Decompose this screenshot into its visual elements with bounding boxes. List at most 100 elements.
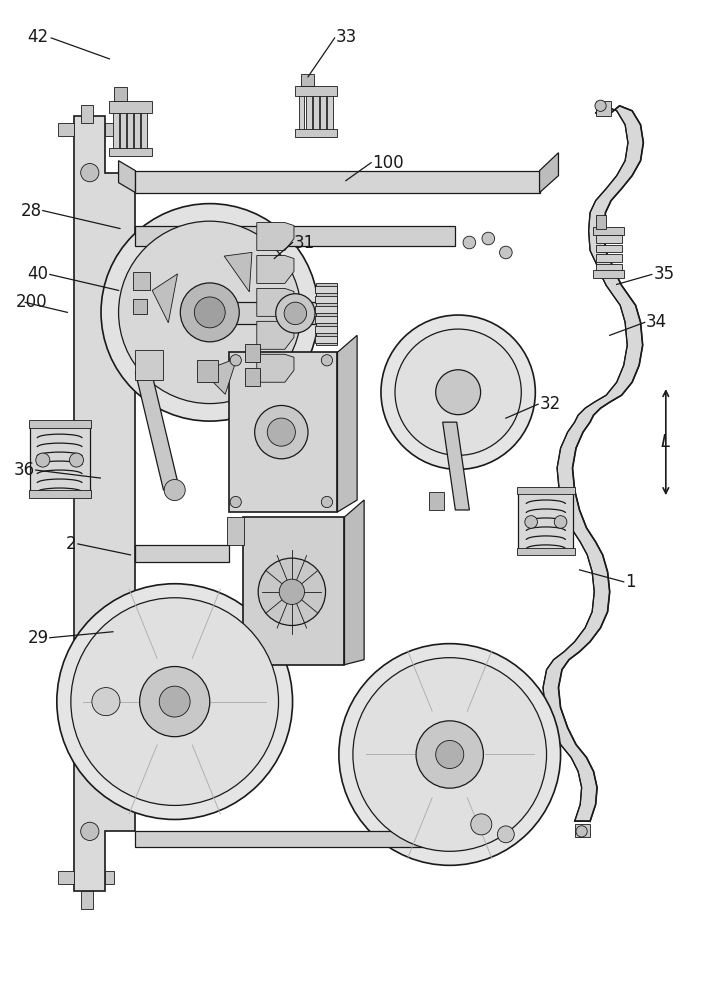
Polygon shape: [224, 252, 252, 292]
Bar: [136, 350, 164, 380]
Circle shape: [284, 302, 307, 325]
Bar: [197, 360, 218, 382]
Text: 33: 33: [336, 28, 357, 46]
Circle shape: [381, 315, 535, 469]
Polygon shape: [82, 105, 93, 123]
Bar: [226, 517, 244, 545]
Circle shape: [321, 355, 333, 366]
Bar: [295, 86, 337, 96]
Circle shape: [36, 453, 50, 467]
Bar: [595, 235, 622, 243]
Bar: [517, 548, 574, 555]
Bar: [133, 299, 147, 314]
Text: 29: 29: [27, 629, 49, 647]
Circle shape: [267, 418, 295, 446]
Bar: [115, 87, 127, 101]
Bar: [595, 245, 622, 252]
Circle shape: [416, 721, 484, 788]
Circle shape: [321, 496, 333, 508]
Text: 200: 200: [16, 293, 48, 311]
Bar: [29, 420, 91, 428]
Circle shape: [101, 204, 318, 421]
Bar: [315, 326, 337, 333]
Bar: [110, 148, 152, 156]
Bar: [595, 264, 622, 272]
Circle shape: [525, 516, 537, 528]
Bar: [245, 368, 260, 386]
Polygon shape: [543, 106, 643, 821]
Polygon shape: [82, 891, 93, 909]
Circle shape: [482, 232, 495, 245]
Circle shape: [81, 822, 99, 840]
Text: 40: 40: [27, 265, 49, 283]
Polygon shape: [344, 500, 364, 665]
Polygon shape: [202, 358, 237, 394]
Text: 31: 31: [294, 234, 315, 252]
Polygon shape: [136, 545, 228, 562]
Bar: [127, 111, 133, 153]
Bar: [133, 272, 150, 290]
Polygon shape: [337, 335, 357, 512]
Bar: [595, 215, 606, 229]
Polygon shape: [136, 226, 456, 246]
Bar: [429, 492, 444, 510]
Polygon shape: [152, 274, 178, 323]
Polygon shape: [257, 354, 294, 382]
Circle shape: [180, 283, 239, 342]
Circle shape: [140, 667, 209, 737]
Circle shape: [71, 598, 278, 805]
Circle shape: [230, 355, 241, 366]
Polygon shape: [595, 101, 611, 116]
Polygon shape: [257, 321, 294, 349]
Text: 28: 28: [20, 202, 41, 220]
Circle shape: [595, 100, 606, 111]
Text: 1: 1: [625, 573, 636, 591]
Bar: [228, 352, 337, 512]
Circle shape: [258, 558, 325, 625]
Bar: [120, 111, 126, 153]
Text: L: L: [660, 433, 670, 451]
Circle shape: [276, 294, 315, 333]
Circle shape: [165, 479, 185, 501]
Bar: [517, 487, 574, 494]
Circle shape: [70, 453, 84, 467]
Bar: [113, 111, 119, 153]
Circle shape: [500, 246, 512, 259]
Polygon shape: [136, 831, 450, 847]
Bar: [141, 111, 147, 153]
Circle shape: [471, 814, 492, 835]
Bar: [315, 306, 337, 313]
Bar: [245, 344, 260, 362]
Bar: [315, 296, 337, 303]
Text: 34: 34: [646, 313, 667, 331]
Circle shape: [436, 740, 464, 769]
Polygon shape: [119, 161, 136, 193]
Bar: [593, 270, 624, 278]
Polygon shape: [58, 123, 75, 136]
Bar: [306, 95, 311, 133]
Circle shape: [395, 329, 522, 455]
Bar: [327, 95, 333, 133]
Text: 36: 36: [13, 461, 34, 479]
Bar: [320, 95, 325, 133]
Text: 100: 100: [373, 154, 404, 172]
Bar: [595, 254, 622, 262]
Circle shape: [279, 579, 304, 604]
Circle shape: [194, 297, 225, 328]
Polygon shape: [136, 171, 539, 193]
Polygon shape: [257, 255, 294, 283]
Circle shape: [436, 370, 481, 415]
Bar: [593, 227, 624, 235]
Circle shape: [576, 826, 587, 837]
Bar: [316, 283, 337, 345]
Circle shape: [81, 164, 99, 182]
Polygon shape: [257, 288, 294, 316]
Bar: [315, 286, 337, 293]
Polygon shape: [443, 422, 470, 510]
Circle shape: [339, 644, 560, 865]
Polygon shape: [58, 871, 75, 884]
Polygon shape: [539, 153, 558, 193]
Text: 2: 2: [66, 535, 77, 553]
Circle shape: [554, 516, 567, 528]
Circle shape: [92, 688, 120, 716]
